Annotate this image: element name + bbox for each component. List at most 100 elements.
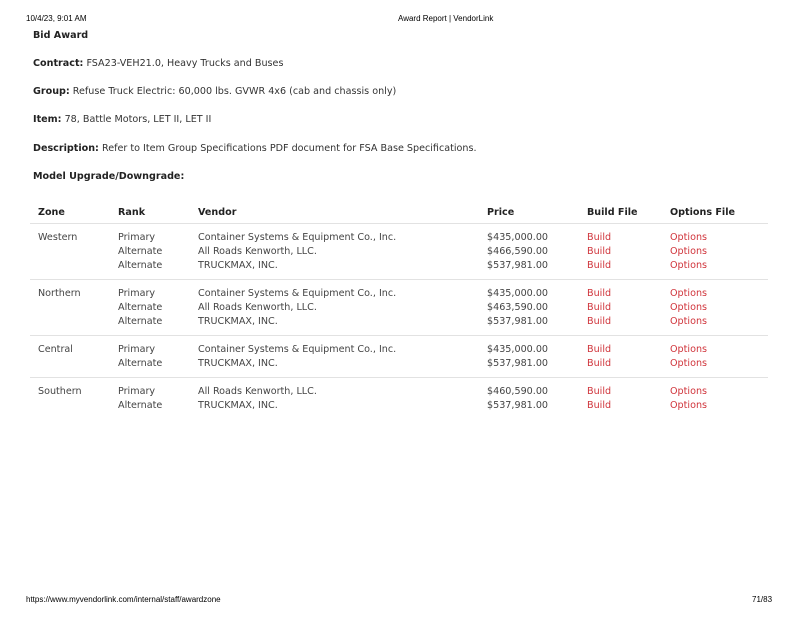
options-file-link[interactable]: Options bbox=[670, 344, 708, 355]
column-header-price: Price bbox=[479, 203, 579, 224]
rank-column: Primary Alternate bbox=[110, 378, 190, 420]
zone-cell: Northern bbox=[38, 288, 81, 299]
rank-cell: Alternate bbox=[118, 400, 163, 411]
zone-column: Southern bbox=[30, 378, 110, 420]
group-value: Refuse Truck Electric: 60,000 lbs. GVWR … bbox=[72, 86, 397, 97]
vendor-cell: Container Systems & Equipment Co., Inc. bbox=[198, 344, 397, 355]
contract-field: Contract: FSA23-VEH21.0, Heavy Trucks an… bbox=[33, 58, 283, 69]
vendor-cell: All Roads Kenworth, LLC. bbox=[198, 386, 317, 397]
page-title: Bid Award bbox=[33, 30, 89, 41]
vendor-cell: Container Systems & Equipment Co., Inc. bbox=[198, 288, 397, 299]
vendor-column: Container Systems & Equipment Co., Inc. A… bbox=[190, 223, 479, 280]
price-cell: $537,981.00 bbox=[487, 400, 549, 411]
table-row: Northern Primary Alternate Alternate Contain… bbox=[30, 279, 768, 336]
options-column: Options Options bbox=[662, 335, 768, 378]
build-column: Build Build bbox=[579, 335, 662, 378]
build-column: Build Build Build bbox=[579, 223, 662, 280]
vendor-column: Container Systems & Equipment Co., Inc. T… bbox=[190, 335, 479, 378]
rank-column: Primary Alternate bbox=[110, 335, 190, 378]
build-file-link[interactable]: Build bbox=[587, 344, 612, 355]
rank-cell: Alternate bbox=[118, 246, 163, 257]
print-title: Award Report | VendorLink bbox=[398, 14, 494, 23]
rank-cell: Alternate bbox=[118, 260, 163, 271]
column-header-vendor: Vendor bbox=[190, 203, 479, 224]
vendor-cell: TRUCKMAX, INC. bbox=[198, 260, 278, 271]
table-row: Western Primary Alternate Alternate Containe… bbox=[30, 223, 768, 280]
options-column: Options Options Options bbox=[662, 223, 768, 280]
options-column: Options Options bbox=[662, 378, 768, 420]
build-column: Build Build bbox=[579, 378, 662, 420]
vendor-cell: TRUCKMAX, INC. bbox=[198, 400, 278, 411]
price-cell: $435,000.00 bbox=[487, 344, 549, 355]
rank-cell: Primary bbox=[118, 386, 156, 397]
vendor-cell: Container Systems & Equipment Co., Inc. bbox=[198, 232, 397, 243]
vendor-cell: All Roads Kenworth, LLC. bbox=[198, 246, 317, 257]
column-header-options-file: Options File bbox=[662, 203, 768, 224]
table-row: Central Primary Alternate Container Systems… bbox=[30, 335, 768, 378]
build-file-link[interactable]: Build bbox=[587, 260, 612, 271]
rank-column: Primary Alternate Alternate bbox=[110, 223, 190, 280]
column-header-rank: Rank bbox=[110, 203, 190, 224]
rank-cell: Primary bbox=[118, 344, 156, 355]
build-file-link[interactable]: Build bbox=[587, 246, 612, 257]
price-cell: $466,590.00 bbox=[487, 246, 549, 257]
zone-column: Western bbox=[30, 223, 110, 280]
price-column: $435,000.00 $537,981.00 bbox=[479, 335, 579, 378]
zone-cell: Southern bbox=[38, 386, 82, 397]
item-value: 78, Battle Motors, LET II, LET II bbox=[64, 114, 212, 125]
contract-value: FSA23-VEH21.0, Heavy Trucks and Buses bbox=[86, 58, 284, 69]
price-cell: $463,590.00 bbox=[487, 302, 549, 313]
price-cell: $460,590.00 bbox=[487, 386, 549, 397]
build-column: Build Build Build bbox=[579, 279, 662, 336]
contract-label: Contract: bbox=[33, 58, 84, 69]
build-file-link[interactable]: Build bbox=[587, 302, 612, 313]
vendor-column: All Roads Kenworth, LLC. TRUCKMAX, INC. bbox=[190, 378, 479, 420]
description-label: Description: bbox=[33, 143, 99, 154]
vendor-cell: All Roads Kenworth, LLC. bbox=[198, 302, 317, 313]
model-upgrade-field: Model Upgrade/Downgrade: bbox=[33, 171, 184, 182]
price-column: $435,000.00 $466,590.00 $537,981.00 bbox=[479, 223, 579, 280]
build-file-link[interactable]: Build bbox=[587, 288, 612, 299]
model-upgrade-label: Model Upgrade/Downgrade: bbox=[33, 171, 185, 182]
rank-cell: Alternate bbox=[118, 302, 163, 313]
zone-cell: Western bbox=[38, 232, 78, 243]
rank-cell: Primary bbox=[118, 288, 156, 299]
options-file-link[interactable]: Options bbox=[670, 400, 708, 411]
item-label: Item: bbox=[33, 114, 62, 125]
description-value: Refer to Item Group Specifications PDF d… bbox=[101, 143, 477, 154]
options-file-link[interactable]: Options bbox=[670, 302, 708, 313]
price-cell: $537,981.00 bbox=[487, 358, 549, 369]
options-file-link[interactable]: Options bbox=[670, 386, 708, 397]
zone-column: Northern bbox=[30, 279, 110, 336]
options-file-link[interactable]: Options bbox=[670, 246, 708, 257]
column-header-zone: Zone bbox=[30, 203, 110, 224]
options-file-link[interactable]: Options bbox=[670, 288, 708, 299]
description-field: Description: Refer to Item Group Specifi… bbox=[33, 143, 477, 154]
page-number: 71/83 bbox=[752, 595, 773, 604]
group-field: Group: Refuse Truck Electric: 60,000 lbs… bbox=[33, 86, 396, 97]
build-file-link[interactable]: Build bbox=[587, 400, 612, 411]
rank-column: Primary Alternate Alternate bbox=[110, 279, 190, 336]
build-file-link[interactable]: Build bbox=[587, 316, 612, 327]
price-column: $435,000.00 $463,590.00 $537,981.00 bbox=[479, 279, 579, 336]
price-cell: $537,981.00 bbox=[487, 260, 549, 271]
table-row: Southern Primary Alternate All Roads Kenwor… bbox=[30, 378, 768, 420]
options-file-link[interactable]: Options bbox=[670, 316, 708, 327]
options-file-link[interactable]: Options bbox=[670, 232, 708, 243]
vendor-column: Container Systems & Equipment Co., Inc. A… bbox=[190, 279, 479, 336]
award-table: Zone Rank Vendor Price Build File Options Fil… bbox=[30, 203, 768, 419]
options-file-link[interactable]: Options bbox=[670, 260, 708, 271]
price-cell: $435,000.00 bbox=[487, 232, 549, 243]
build-file-link[interactable]: Build bbox=[587, 358, 612, 369]
rank-cell: Alternate bbox=[118, 358, 163, 369]
options-file-link[interactable]: Options bbox=[670, 358, 708, 369]
build-file-link[interactable]: Build bbox=[587, 232, 612, 243]
table-header-row: Zone Rank Vendor Price Build File Options Fil… bbox=[30, 203, 768, 224]
print-url: https://www.myvendorlink.com/internal/st… bbox=[26, 595, 221, 604]
vendor-cell: TRUCKMAX, INC. bbox=[198, 358, 278, 369]
build-file-link[interactable]: Build bbox=[587, 386, 612, 397]
zone-column: Central bbox=[30, 335, 110, 378]
options-column: Options Options Options bbox=[662, 279, 768, 336]
price-column: $460,590.00 $537,981.00 bbox=[479, 378, 579, 420]
print-datetime: 10/4/23, 9:01 AM bbox=[26, 14, 87, 23]
